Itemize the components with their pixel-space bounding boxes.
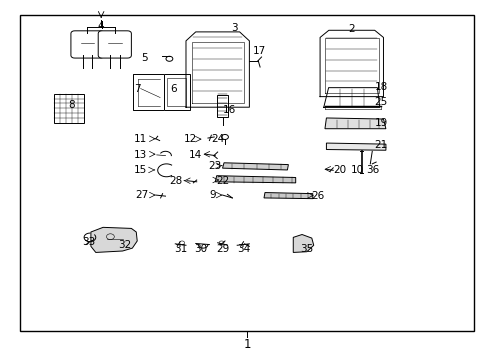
Polygon shape <box>222 163 288 170</box>
Text: 36: 36 <box>366 165 379 175</box>
Bar <box>54 94 83 123</box>
Polygon shape <box>293 234 313 252</box>
Bar <box>20 15 473 330</box>
Text: 29: 29 <box>216 244 229 254</box>
Text: 11: 11 <box>134 134 147 144</box>
Text: 15: 15 <box>134 165 147 175</box>
Text: 27: 27 <box>135 190 148 200</box>
Bar <box>216 95 228 117</box>
Text: 16: 16 <box>223 105 236 115</box>
Text: 22: 22 <box>216 176 229 186</box>
Polygon shape <box>215 176 295 183</box>
Text: 2: 2 <box>348 24 354 35</box>
Text: 6: 6 <box>170 84 177 94</box>
Text: 14: 14 <box>189 149 202 159</box>
Text: 19: 19 <box>374 118 387 128</box>
Polygon shape <box>326 143 385 150</box>
Text: 23: 23 <box>208 161 222 171</box>
FancyBboxPatch shape <box>71 31 104 58</box>
Polygon shape <box>264 193 312 199</box>
Text: 17: 17 <box>252 46 265 56</box>
Text: 13: 13 <box>134 149 147 159</box>
Text: 31: 31 <box>174 244 187 254</box>
Text: 35: 35 <box>300 244 313 254</box>
Text: 12: 12 <box>184 134 197 144</box>
Text: 34: 34 <box>236 244 250 254</box>
Text: 32: 32 <box>118 240 131 250</box>
Text: 25: 25 <box>374 97 387 107</box>
Bar <box>167 78 186 107</box>
Text: 8: 8 <box>68 100 75 110</box>
Text: 9: 9 <box>209 190 216 200</box>
Text: 5: 5 <box>141 53 147 63</box>
Text: 33: 33 <box>81 237 95 247</box>
Text: 26: 26 <box>310 191 324 201</box>
Text: 3: 3 <box>231 23 238 33</box>
FancyBboxPatch shape <box>98 31 131 58</box>
Text: 4: 4 <box>97 21 104 31</box>
Polygon shape <box>91 227 137 252</box>
Text: 10: 10 <box>350 165 364 175</box>
Text: 21: 21 <box>374 140 387 150</box>
Text: 30: 30 <box>194 244 207 254</box>
Polygon shape <box>325 118 385 129</box>
Bar <box>163 74 190 110</box>
Text: 28: 28 <box>169 176 183 186</box>
Text: 20: 20 <box>332 165 346 175</box>
Text: 18: 18 <box>374 82 387 92</box>
Text: 24: 24 <box>211 134 224 144</box>
Text: 1: 1 <box>243 338 250 351</box>
Text: 7: 7 <box>134 84 140 94</box>
